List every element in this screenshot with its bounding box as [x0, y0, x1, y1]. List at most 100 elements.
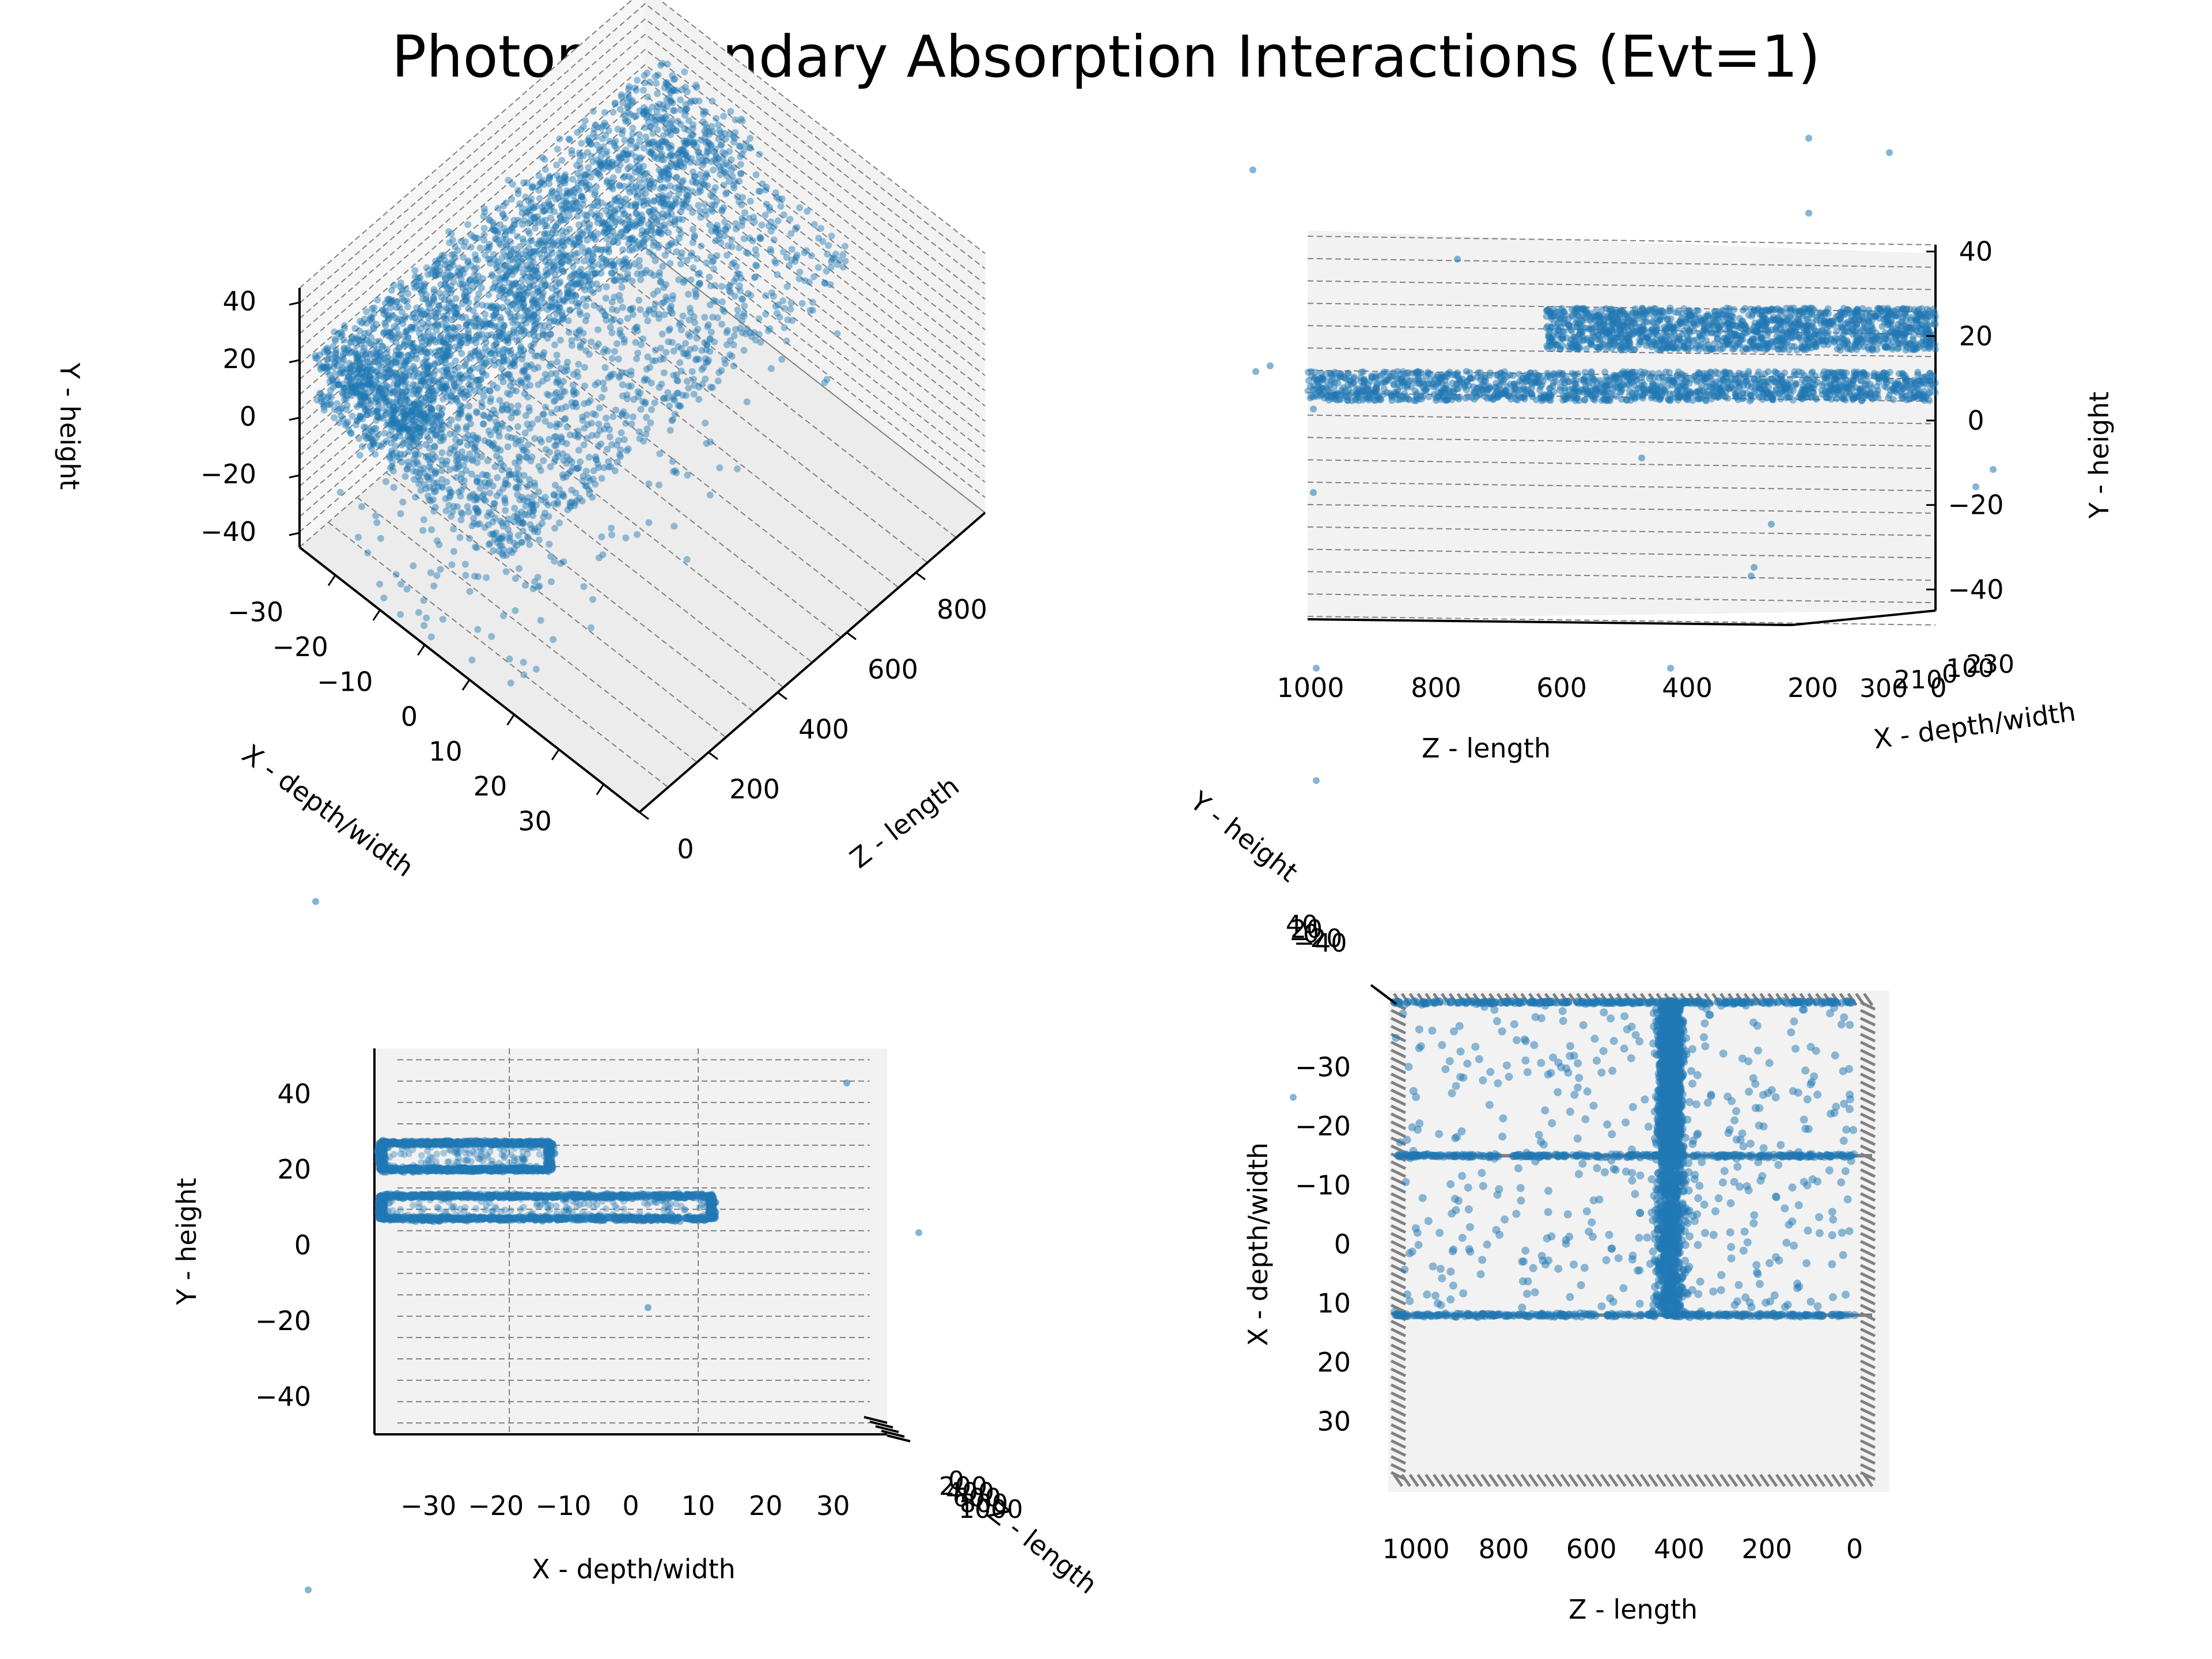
data-point — [497, 314, 504, 321]
data-point — [700, 108, 707, 115]
data-point — [640, 202, 647, 209]
data-point — [804, 207, 811, 215]
data-point — [399, 498, 407, 506]
data-point — [463, 391, 471, 399]
data-point — [736, 244, 743, 252]
data-point — [702, 120, 709, 128]
data-point — [691, 232, 698, 239]
data-point — [426, 463, 433, 471]
data-point — [502, 568, 510, 575]
data-point — [440, 373, 448, 380]
data-point — [661, 224, 669, 232]
data-point — [547, 214, 554, 222]
z-axis-label: Z - length — [844, 770, 965, 874]
data-point — [621, 210, 628, 217]
data-point — [369, 429, 376, 436]
data-point — [576, 157, 584, 165]
z-tick-label: 400 — [798, 714, 849, 745]
data-point — [531, 352, 539, 359]
data-point — [508, 282, 516, 290]
data-point — [446, 488, 454, 496]
data-point — [690, 313, 698, 321]
data-point — [565, 135, 573, 143]
data-point — [582, 347, 590, 354]
data-point — [520, 658, 527, 666]
data-point — [664, 176, 671, 183]
data-point — [710, 266, 718, 272]
data-point — [451, 430, 459, 437]
data-point — [471, 336, 478, 343]
data-point — [592, 456, 600, 463]
data-point — [575, 431, 582, 439]
data-point — [448, 230, 455, 238]
data-point — [482, 497, 489, 505]
data-point — [461, 560, 469, 568]
data-point — [703, 259, 710, 267]
data-point — [627, 368, 635, 375]
data-point — [530, 214, 537, 221]
data-point — [396, 426, 403, 433]
data-point — [401, 338, 408, 346]
data-point — [370, 325, 377, 332]
data-point — [666, 305, 674, 312]
data-point — [476, 484, 484, 492]
data-point — [512, 313, 519, 320]
data-point — [608, 531, 615, 539]
data-point — [643, 112, 651, 119]
data-point — [382, 360, 390, 368]
data-point — [397, 581, 405, 588]
data-point — [526, 230, 533, 237]
data-point — [652, 257, 659, 264]
data-point — [695, 396, 703, 403]
data-point — [615, 374, 623, 381]
data-point — [429, 267, 437, 274]
y-tick — [289, 532, 300, 536]
data-point — [752, 171, 760, 179]
data-point — [611, 266, 619, 274]
data-point — [770, 236, 778, 244]
data-point — [650, 290, 657, 298]
data-point — [566, 188, 574, 196]
data-point — [613, 441, 620, 449]
data-point — [780, 248, 787, 256]
data-point — [541, 371, 549, 378]
data-point — [537, 239, 545, 247]
data-point — [706, 348, 714, 355]
data-point — [617, 154, 624, 162]
data-point — [551, 208, 558, 215]
grid-line — [299, 64, 986, 365]
data-point — [566, 306, 573, 314]
data-point — [331, 336, 339, 343]
data-point — [580, 123, 588, 131]
data-point — [550, 491, 558, 498]
data-point — [738, 118, 746, 125]
y-tick — [289, 416, 300, 421]
data-point — [638, 211, 645, 219]
data-point — [438, 449, 446, 456]
grid-line — [299, 94, 986, 396]
data-point — [732, 220, 740, 228]
data-point — [613, 145, 620, 152]
data-point — [668, 118, 676, 125]
data-point — [425, 400, 433, 407]
grid-line — [299, 201, 986, 502]
data-point — [473, 494, 480, 502]
data-point — [404, 432, 412, 440]
data-point — [474, 409, 480, 416]
data-point — [430, 582, 438, 590]
data-point — [505, 526, 512, 533]
data-point — [526, 272, 533, 280]
grid-line — [645, 247, 986, 513]
data-point — [499, 352, 507, 359]
data-point — [541, 156, 548, 163]
data-point — [622, 419, 630, 427]
data-point — [656, 482, 662, 488]
data-point — [456, 406, 464, 414]
data-point — [378, 306, 386, 314]
data-point — [445, 325, 452, 333]
data-point — [587, 141, 594, 148]
data-point — [401, 340, 408, 348]
pane — [1308, 230, 1936, 619]
data-point — [650, 238, 658, 246]
data-point — [616, 105, 624, 113]
